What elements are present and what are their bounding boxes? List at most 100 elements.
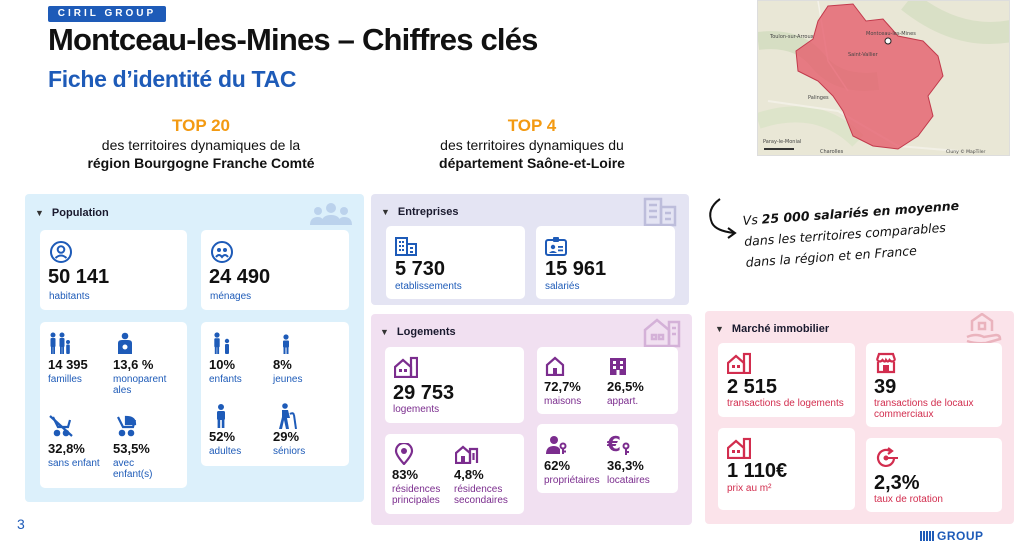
proprietaires-label: propriétaires (544, 475, 600, 486)
senior-icon (277, 403, 299, 429)
location-pin-icon (394, 443, 414, 465)
logements-value: 29 753 (393, 382, 455, 404)
owner-key-icon (546, 435, 568, 455)
maisons-value: 72,7% (544, 379, 581, 394)
map-label-paray: Paray-le-Monial (763, 139, 801, 145)
shop-icon (875, 352, 897, 374)
map-graphic: Toulon-sur-Arroux Montceau-les-Mines Sai… (758, 1, 1009, 155)
chevron-down-icon[interactable]: ▼ (715, 324, 724, 334)
occupation-card (537, 424, 678, 493)
familles-card (40, 322, 187, 488)
family-icon (48, 332, 72, 354)
person-circle-icon (49, 240, 73, 264)
brand-badge: CIRIL GROUP (48, 6, 166, 22)
office-building-icon (395, 236, 417, 256)
top-region-line2: région Bourgogne Franche Comté (87, 155, 315, 171)
rotation-arrow-icon (875, 447, 899, 469)
logements-header[interactable]: ▼ Logements (380, 326, 456, 338)
comparison-annotation: Vs 25 000 salariés en moyenne dans les t… (742, 195, 963, 273)
house-building-icon (394, 356, 418, 378)
appart-label: appart. (607, 396, 639, 407)
chevron-down-icon[interactable]: ▼ (381, 207, 390, 217)
stroller-crossed-icon (48, 414, 74, 438)
adultes-value: 52% (209, 429, 236, 444)
child-icon (210, 332, 234, 354)
prix-card (718, 428, 855, 510)
residences-card (385, 434, 524, 514)
chevron-down-icon[interactable]: ▼ (35, 208, 44, 218)
top-region-label: TOP 20 (172, 116, 230, 135)
map-copyright: Cluny © MapTiler (946, 148, 985, 155)
svg-text:€: € (607, 434, 621, 456)
seniors-value: 29% (273, 429, 300, 444)
logements-title: Logements (396, 326, 456, 338)
appart-value: 26,5% (607, 379, 644, 394)
transactions-locaux-label: transactions de locaux commerciaux (874, 398, 974, 420)
habitants-value: 50 141 (48, 266, 110, 288)
menages-label: ménages (210, 291, 252, 302)
house-icon (545, 356, 565, 376)
map-label-toulon: Toulon-sur-Arroux (769, 34, 814, 40)
chevron-down-icon[interactable]: ▼ (380, 327, 389, 337)
people-watermark-icon (309, 201, 353, 232)
top-departement-block: TOP 4 des territoires dynamiques du dépa… (412, 116, 652, 172)
prix-value: 1 110€ (727, 460, 788, 482)
menages-value: 24 490 (209, 266, 271, 288)
avec-enfant-value: 53,5% (113, 441, 150, 456)
etablissements-card (386, 226, 525, 299)
secondaires-value: 4,8% (454, 467, 484, 482)
jeunes-label: jeunes (273, 374, 303, 385)
etablissements-value: 5 730 (395, 258, 446, 280)
household-icon (210, 240, 234, 264)
map-label-saint-vallier: Saint-Vallier (848, 52, 879, 58)
badge-icon (545, 236, 567, 256)
top-departement-label: TOP 4 (507, 116, 557, 135)
map-label-montceau: Montceau-les-Mines (866, 31, 916, 37)
avec-enfant-label: avec enfant(s) (113, 458, 153, 480)
page-number: 3 (17, 516, 25, 532)
secondary-home-icon (455, 444, 479, 464)
marche-title: Marché immobilier (731, 323, 830, 335)
footer-logo-text: GROUP (937, 529, 984, 543)
map-label-charolles: Charolles (820, 149, 844, 155)
etablissements-label: etablissements (395, 281, 462, 292)
transactions-locaux-card (866, 343, 1002, 427)
principales-value: 83% (392, 467, 419, 482)
transactions-logements-label: transactions de logements (727, 398, 844, 409)
footer-logo: GROUP (920, 529, 984, 543)
marche-header[interactable]: ▼ Marché immobilier (715, 323, 829, 335)
enfants-value: 10% (209, 357, 236, 372)
sans-enfant-label: sans enfant (48, 458, 100, 469)
top-departement-line2: département Saône-et-Loire (439, 155, 625, 171)
top-departement-line1: des territoires dynamiques du (440, 137, 624, 153)
transactions-locaux-value: 39 (874, 376, 897, 398)
population-header[interactable]: ▼ Population (35, 207, 109, 219)
rotation-label: taux de rotation (874, 494, 943, 505)
map-label-palinges: Palinges (808, 95, 829, 101)
salaries-value: 15 961 (545, 258, 607, 280)
territory-map[interactable]: Toulon-sur-Arroux Montceau-les-Mines Sai… (757, 0, 1010, 156)
salaries-label: salariés (545, 281, 580, 292)
monoparentales-label: monoparent ales (113, 374, 167, 396)
locataires-label: locataires (607, 475, 650, 486)
entreprises-header[interactable]: ▼ Entreprises (381, 206, 458, 218)
logements-main-card (385, 347, 524, 423)
curved-arrow-icon (704, 197, 740, 246)
transactions-logements-card (718, 343, 855, 417)
transactions-logements-value: 2 515 (727, 376, 778, 398)
adultes-label: adultes (209, 446, 242, 457)
single-parent-icon (115, 332, 135, 354)
entreprises-title: Entreprises (397, 206, 459, 218)
euro-key-icon: € (607, 434, 631, 456)
familles-value: 14 395 (48, 357, 88, 372)
monoparentales-value: 13,6 % (113, 357, 154, 372)
top-region-line1: des territoires dynamiques de la (101, 137, 301, 153)
logement-type-card (537, 347, 678, 414)
maisons-label: maisons (544, 396, 582, 407)
population-title: Population (51, 207, 109, 219)
adult-icon (214, 404, 228, 428)
apartment-icon (608, 356, 628, 376)
locataires-value: 36,3% (607, 458, 644, 473)
house-building-icon (727, 352, 751, 374)
proprietaires-value: 62% (544, 458, 571, 473)
